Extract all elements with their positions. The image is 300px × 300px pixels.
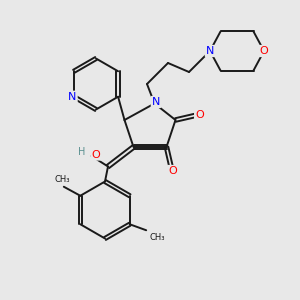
Text: O: O [260,46,268,56]
Text: O: O [92,149,100,160]
Text: CH₃: CH₃ [149,233,165,242]
Text: O: O [195,110,204,121]
Text: O: O [168,166,177,176]
Text: CH₃: CH₃ [55,175,70,184]
Text: N: N [206,46,214,56]
Text: N: N [152,97,160,107]
Text: N: N [68,92,76,102]
Text: H: H [78,146,85,157]
